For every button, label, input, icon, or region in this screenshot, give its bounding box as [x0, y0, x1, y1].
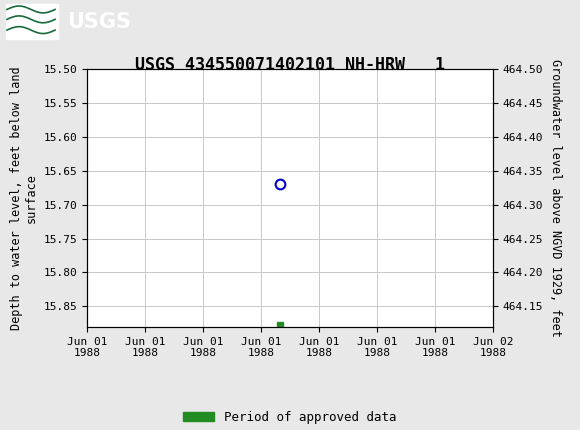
FancyBboxPatch shape — [6, 4, 58, 39]
Text: USGS: USGS — [67, 12, 130, 31]
Legend: Period of approved data: Period of approved data — [178, 406, 402, 429]
Y-axis label: Groundwater level above NGVD 1929, feet: Groundwater level above NGVD 1929, feet — [549, 59, 562, 337]
Text: USGS 434550071402101 NH-HRW   1: USGS 434550071402101 NH-HRW 1 — [135, 56, 445, 74]
Y-axis label: Depth to water level, feet below land
surface: Depth to water level, feet below land su… — [10, 66, 38, 330]
